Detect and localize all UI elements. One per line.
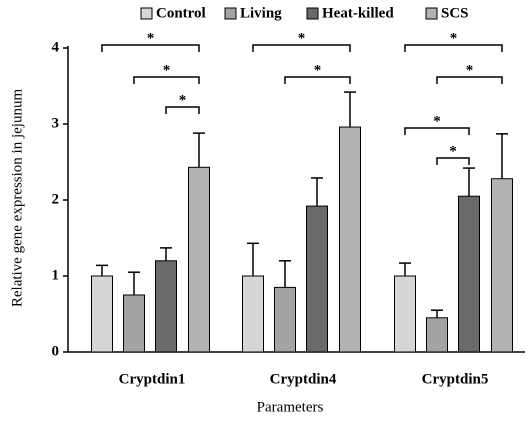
significance-bracket — [133, 76, 200, 84]
x-tick-label: Cryptdin4 — [270, 371, 337, 387]
legend-swatch — [306, 7, 319, 20]
legend-swatch — [140, 7, 153, 20]
significance-bracket — [404, 44, 503, 52]
significance-label: * — [466, 62, 474, 78]
bar — [91, 275, 113, 353]
bar — [306, 205, 328, 353]
bar — [491, 178, 513, 353]
bar — [123, 294, 145, 353]
y-tick-label: 0 — [52, 343, 60, 359]
significance-label: * — [298, 30, 306, 46]
bar — [339, 126, 361, 353]
bar — [458, 195, 480, 353]
significance-bracket — [436, 76, 503, 84]
x-tick-label: Cryptdin5 — [422, 371, 489, 387]
legend-swatch — [224, 7, 237, 20]
legend-label: SCS — [441, 5, 469, 21]
bar — [426, 317, 448, 353]
bar — [242, 275, 264, 353]
significance-label: * — [449, 143, 457, 159]
y-tick-label: 4 — [52, 39, 60, 55]
bar — [155, 260, 177, 353]
significance-label: * — [433, 113, 441, 129]
significance-bracket — [101, 44, 200, 52]
y-tick-label: 1 — [52, 267, 60, 283]
x-tick-label: Cryptdin1 — [119, 371, 186, 387]
significance-label: * — [163, 62, 171, 78]
y-axis-label: Relative gene expression in jejunum — [9, 89, 25, 308]
significance-bracket — [252, 44, 351, 52]
significance-label: * — [314, 62, 322, 78]
significance-label: * — [147, 30, 155, 46]
legend-label: Control — [156, 5, 206, 21]
significance-label: * — [450, 30, 458, 46]
significance-label: * — [179, 92, 187, 108]
significance-bracket — [404, 127, 470, 135]
bar — [188, 166, 210, 353]
legend-label: Heat-killed — [322, 5, 394, 21]
legend-swatch — [425, 7, 438, 20]
bar — [394, 275, 416, 353]
x-axis-label: Parameters — [257, 399, 324, 415]
significance-bracket — [436, 157, 470, 165]
legend-label: Living — [240, 5, 282, 21]
y-tick-label: 2 — [52, 191, 60, 207]
significance-bracket — [165, 106, 200, 114]
y-tick-label: 3 — [52, 115, 60, 131]
significance-bracket — [284, 76, 351, 84]
bar — [274, 286, 296, 353]
